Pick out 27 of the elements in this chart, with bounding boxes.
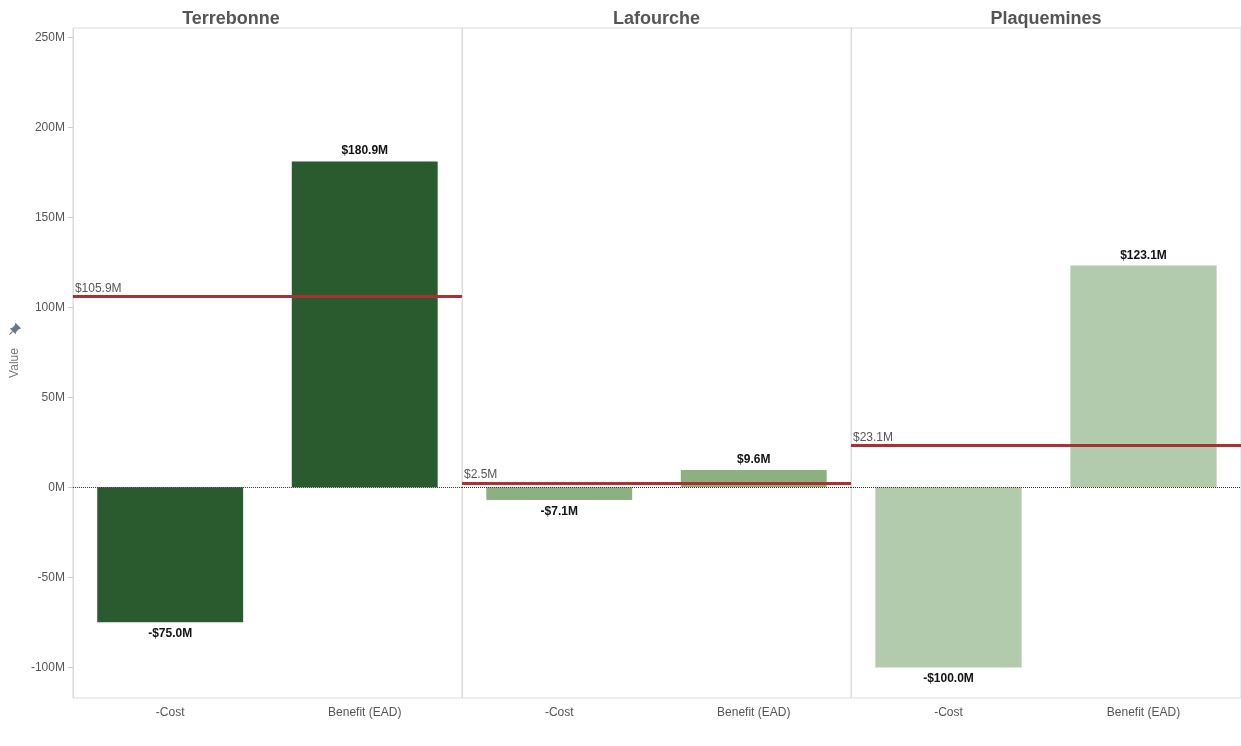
y-axis-title: Value (7, 347, 21, 378)
x-tick-label: Benefit (EAD) (328, 705, 402, 719)
x-tick-label: Benefit (EAD) (717, 705, 791, 719)
data-label: $180.9M (341, 143, 389, 158)
y-tick-label: 100M (34, 300, 65, 315)
x-tick-label: -Cost (155, 705, 186, 719)
x-tick-label: Benefit (EAD) (1106, 705, 1181, 719)
data-label: $123.1M (1120, 247, 1167, 262)
y-tick-label: 150M (34, 210, 65, 225)
ref-line-label: $23.1M (853, 429, 894, 444)
y-tick-label: 200M (34, 120, 65, 135)
y-tick-label: -50M (37, 570, 65, 585)
x-tick-label: -Cost (544, 705, 575, 719)
ref-line-label: $105.9M (74, 280, 122, 295)
ref-line-label: $2.5M (464, 466, 498, 481)
data-label: -$100.0M (923, 671, 974, 686)
y-tick-label: 50M (41, 390, 65, 405)
chart-title: Lafourche (612, 8, 701, 28)
data-label: -$75.0M (148, 626, 193, 641)
chart-title: Plaquemines (990, 8, 1102, 28)
y-tick-label: -100M (30, 660, 65, 675)
y-tick-label: 0M (48, 480, 65, 495)
y-tick-label: 250M (34, 30, 65, 45)
x-tick-label: -Cost (934, 705, 964, 719)
chart-title: Terrebonne (182, 8, 280, 28)
data-label: $9.6M (737, 451, 771, 466)
data-label: -$7.1M (540, 504, 578, 519)
